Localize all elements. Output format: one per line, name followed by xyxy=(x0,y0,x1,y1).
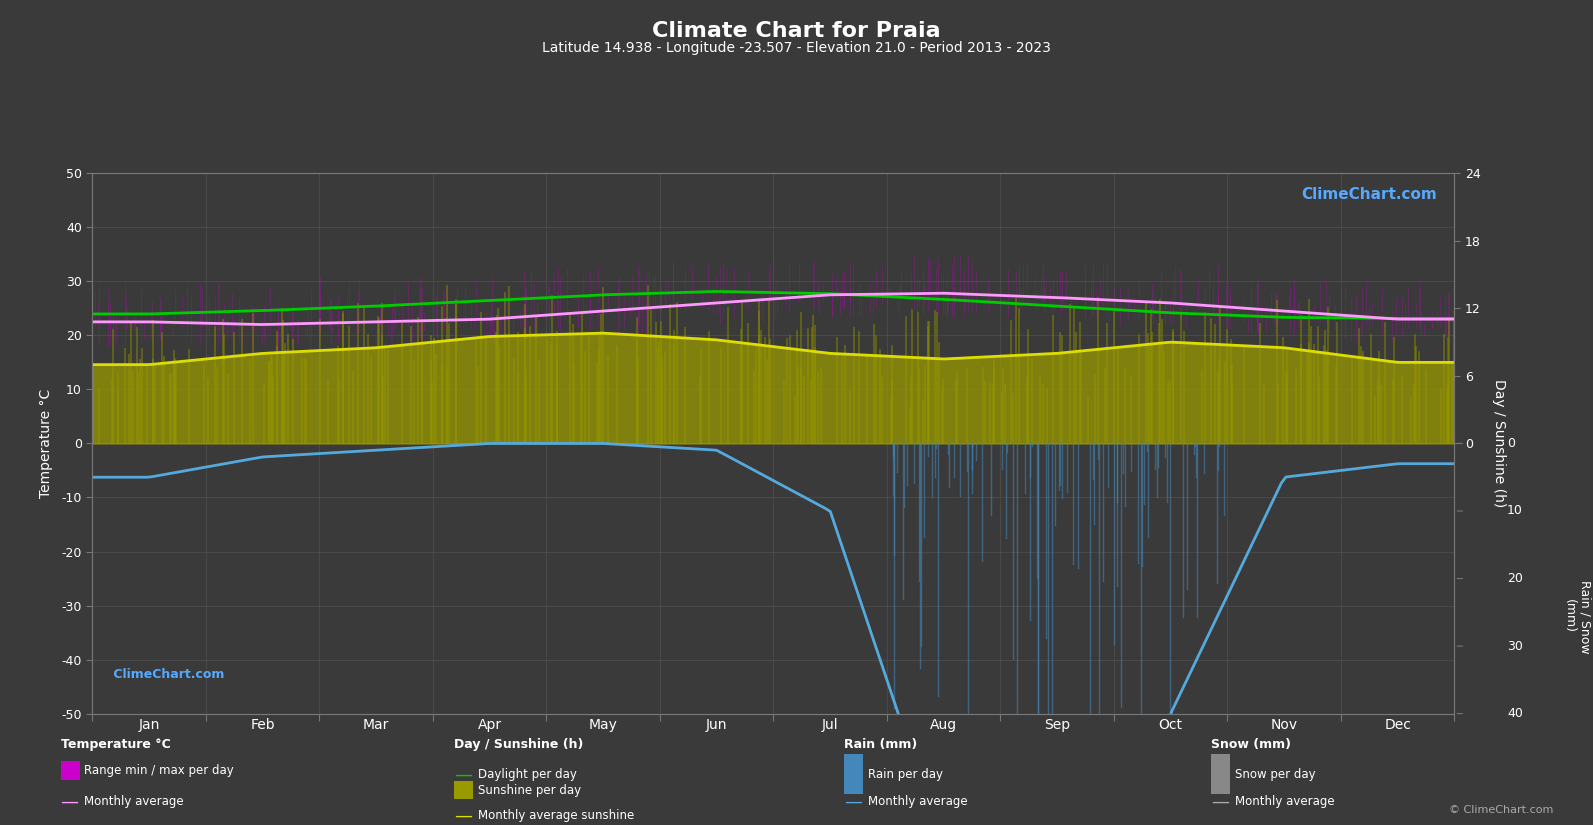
Text: Monthly average: Monthly average xyxy=(1235,795,1335,808)
Text: Monthly average sunshine: Monthly average sunshine xyxy=(478,809,634,823)
Text: Day / Sunshine (h): Day / Sunshine (h) xyxy=(454,738,583,752)
Text: Range min / max per day: Range min / max per day xyxy=(84,764,234,777)
Text: Rain per day: Rain per day xyxy=(868,768,943,781)
Text: Daylight per day: Daylight per day xyxy=(478,768,577,781)
Text: Rain / Snow
(mm): Rain / Snow (mm) xyxy=(1563,579,1591,653)
Text: ClimeChart.com: ClimeChart.com xyxy=(110,668,225,681)
Text: Rain (mm): Rain (mm) xyxy=(844,738,918,752)
Text: Climate Chart for Praia: Climate Chart for Praia xyxy=(652,21,941,40)
Text: Snow per day: Snow per day xyxy=(1235,768,1316,781)
Text: 30: 30 xyxy=(1507,639,1523,653)
Text: Monthly average: Monthly average xyxy=(84,795,185,808)
Text: —: — xyxy=(454,807,472,825)
Text: ClimeChart.com: ClimeChart.com xyxy=(1301,186,1437,202)
Y-axis label: Day / Sunshine (h): Day / Sunshine (h) xyxy=(1491,380,1505,507)
Text: Latitude 14.938 - Longitude -23.507 - Elevation 21.0 - Period 2013 - 2023: Latitude 14.938 - Longitude -23.507 - El… xyxy=(542,41,1051,55)
Text: 0: 0 xyxy=(1507,437,1515,450)
Text: —: — xyxy=(454,766,472,784)
Text: Monthly average: Monthly average xyxy=(868,795,969,808)
Text: Sunshine per day: Sunshine per day xyxy=(478,784,581,797)
Text: Temperature °C: Temperature °C xyxy=(61,738,170,752)
Text: 20: 20 xyxy=(1507,572,1523,585)
Text: 40: 40 xyxy=(1507,707,1523,720)
Text: © ClimeChart.com: © ClimeChart.com xyxy=(1448,805,1553,815)
Text: Snow (mm): Snow (mm) xyxy=(1211,738,1290,752)
Text: 10: 10 xyxy=(1507,504,1523,517)
Y-axis label: Temperature °C: Temperature °C xyxy=(40,389,53,498)
Text: —: — xyxy=(61,793,78,811)
Text: —: — xyxy=(1211,793,1228,811)
Text: —: — xyxy=(844,793,862,811)
